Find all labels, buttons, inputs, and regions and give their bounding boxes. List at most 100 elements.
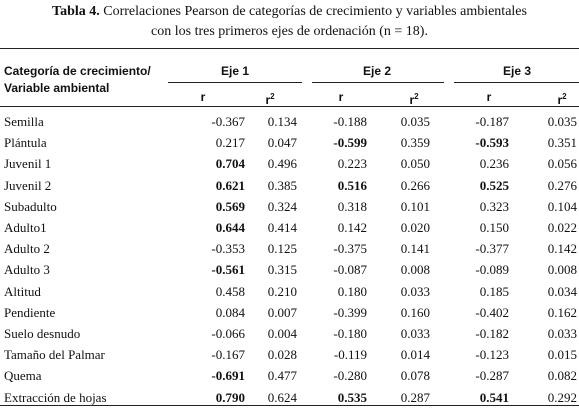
cell: -0.066 bbox=[211, 326, 245, 341]
row-header: Variable ambiental bbox=[4, 81, 110, 95]
cell: 0.035 bbox=[400, 114, 430, 129]
cell: -0.561 bbox=[211, 262, 245, 278]
cell: -0.691 bbox=[211, 368, 245, 384]
cell: -0.399 bbox=[333, 304, 367, 320]
cell: 0.790 bbox=[215, 389, 245, 405]
cell: 0.180 bbox=[337, 283, 367, 299]
cell: 0.004 bbox=[267, 326, 297, 341]
cell: 0.323 bbox=[479, 198, 509, 214]
column-header: r2 bbox=[394, 89, 434, 108]
row-label: Adulto 3 bbox=[4, 262, 50, 278]
row-label: Adulto 2 bbox=[4, 241, 50, 257]
cell: -0.182 bbox=[475, 326, 509, 341]
row-label: Altitud bbox=[4, 283, 41, 299]
cell: 0.125 bbox=[267, 241, 297, 257]
cell: 0.050 bbox=[400, 156, 430, 172]
cell: 0.142 bbox=[547, 241, 577, 257]
row-label: Quema bbox=[4, 368, 42, 384]
cell: -0.119 bbox=[333, 347, 367, 363]
row-label: Adulto1 bbox=[4, 220, 47, 235]
group-rule bbox=[168, 82, 302, 83]
cell: 0.020 bbox=[400, 220, 430, 235]
row-label: Plántula bbox=[4, 135, 47, 151]
cell: 0.082 bbox=[547, 368, 577, 384]
group-rule bbox=[454, 82, 579, 83]
group-header: Eje 3 bbox=[502, 64, 532, 78]
column-symbol: r bbox=[265, 93, 271, 107]
cell: 0.141 bbox=[400, 241, 430, 257]
cell: 0.142 bbox=[337, 220, 367, 235]
cell: 0.516 bbox=[337, 177, 367, 193]
cell: -0.599 bbox=[333, 135, 367, 151]
group-header: Eje 2 bbox=[362, 64, 392, 78]
cell: 0.704 bbox=[215, 156, 245, 172]
cell: -0.123 bbox=[475, 347, 509, 363]
cell: 0.525 bbox=[479, 177, 509, 193]
row-label: Extracción de hojas bbox=[4, 389, 107, 405]
cell: 0.101 bbox=[400, 198, 430, 214]
cell: 0.621 bbox=[215, 177, 245, 193]
cell: 0.160 bbox=[400, 304, 430, 320]
row-label: Subadulto bbox=[4, 198, 57, 214]
cell: -0.287 bbox=[475, 368, 509, 384]
row-label: Juvenil 2 bbox=[4, 177, 52, 193]
cell: 0.569 bbox=[215, 198, 245, 214]
column-symbol: r bbox=[200, 90, 206, 104]
cell: 0.217 bbox=[215, 135, 245, 151]
cell: 0.162 bbox=[547, 304, 577, 320]
title-line: con los tres primeros ejes de ordenación… bbox=[151, 24, 428, 39]
cell: -0.089 bbox=[475, 262, 509, 278]
cell: 0.008 bbox=[547, 262, 577, 278]
cell: -0.402 bbox=[475, 304, 509, 320]
column-superscript: 2 bbox=[562, 92, 567, 101]
cell: -0.280 bbox=[333, 368, 367, 384]
column-symbol: r bbox=[338, 90, 344, 104]
cell: -0.087 bbox=[333, 262, 367, 278]
cell: 0.150 bbox=[479, 220, 509, 235]
cell: 0.210 bbox=[267, 283, 297, 299]
cell: 0.318 bbox=[337, 198, 367, 214]
column-symbol: r bbox=[486, 90, 492, 104]
cell: 0.034 bbox=[547, 283, 577, 299]
cell: 0.028 bbox=[267, 347, 297, 363]
cell: 0.185 bbox=[479, 283, 509, 299]
cell: 0.266 bbox=[400, 177, 430, 193]
cell: 0.351 bbox=[547, 135, 577, 151]
row-label: Suelo desnudo bbox=[4, 326, 81, 341]
cell: -0.353 bbox=[211, 241, 245, 257]
title-line: Tabla 4. Correlaciones Pearson de catego… bbox=[0, 4, 579, 20]
cell: 0.458 bbox=[215, 283, 245, 299]
top-rule bbox=[0, 48, 579, 49]
cell: 0.541 bbox=[479, 389, 509, 405]
row-label: Pendiente bbox=[4, 304, 56, 320]
cell: 0.078 bbox=[400, 368, 430, 384]
cell: 0.007 bbox=[267, 304, 297, 320]
cell: 0.477 bbox=[267, 368, 297, 384]
cell: 0.022 bbox=[547, 220, 577, 235]
cell: 0.033 bbox=[400, 326, 430, 341]
column-header: r2 bbox=[542, 89, 579, 108]
row-label: Semilla bbox=[4, 114, 44, 129]
group-header: Eje 1 bbox=[220, 64, 250, 78]
cell: 0.008 bbox=[400, 262, 430, 278]
cell: 0.535 bbox=[337, 389, 367, 405]
cell: 0.236 bbox=[479, 156, 509, 172]
cell: -0.167 bbox=[211, 347, 245, 363]
cell: 0.033 bbox=[547, 326, 577, 341]
cell: -0.188 bbox=[333, 114, 367, 129]
cell: 0.015 bbox=[547, 347, 577, 363]
column-symbol: r bbox=[557, 93, 563, 107]
column-symbol: r bbox=[409, 93, 415, 107]
column-header: r bbox=[469, 89, 509, 105]
row-header: Categoría de crecimiento/ bbox=[4, 64, 151, 78]
cell: -0.377 bbox=[475, 241, 509, 257]
cell: 0.134 bbox=[267, 114, 297, 129]
column-header: r bbox=[183, 89, 223, 105]
cell: 0.624 bbox=[267, 389, 297, 405]
cell: 0.287 bbox=[400, 389, 430, 405]
cell: 0.223 bbox=[337, 156, 367, 172]
column-superscript: 2 bbox=[270, 92, 275, 101]
title-text: Correlaciones Pearson de categorías de c… bbox=[103, 4, 527, 19]
group-rule bbox=[312, 82, 444, 83]
